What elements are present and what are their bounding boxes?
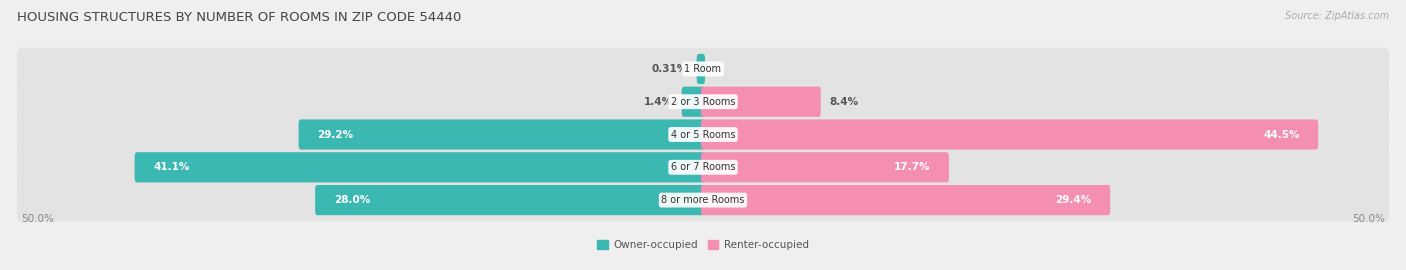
Text: 0.31%: 0.31% — [651, 64, 688, 74]
FancyBboxPatch shape — [315, 185, 704, 215]
FancyBboxPatch shape — [17, 113, 1389, 156]
FancyBboxPatch shape — [702, 185, 1111, 215]
Text: 50.0%: 50.0% — [21, 214, 53, 224]
FancyBboxPatch shape — [702, 152, 949, 182]
Text: 1.4%: 1.4% — [644, 97, 672, 107]
Text: 29.2%: 29.2% — [318, 130, 353, 140]
Text: 1 Room: 1 Room — [685, 64, 721, 74]
Text: 2 or 3 Rooms: 2 or 3 Rooms — [671, 97, 735, 107]
Text: 8.4%: 8.4% — [830, 97, 859, 107]
FancyBboxPatch shape — [702, 119, 1319, 150]
Text: HOUSING STRUCTURES BY NUMBER OF ROOMS IN ZIP CODE 54440: HOUSING STRUCTURES BY NUMBER OF ROOMS IN… — [17, 11, 461, 24]
FancyBboxPatch shape — [135, 152, 704, 182]
FancyBboxPatch shape — [17, 48, 1389, 90]
FancyBboxPatch shape — [17, 179, 1389, 221]
Text: 6 or 7 Rooms: 6 or 7 Rooms — [671, 162, 735, 172]
Text: 44.5%: 44.5% — [1263, 130, 1299, 140]
FancyBboxPatch shape — [17, 146, 1389, 189]
Text: 17.7%: 17.7% — [894, 162, 931, 172]
FancyBboxPatch shape — [702, 87, 821, 117]
Text: 28.0%: 28.0% — [333, 195, 370, 205]
FancyBboxPatch shape — [298, 119, 704, 150]
Text: 4 or 5 Rooms: 4 or 5 Rooms — [671, 130, 735, 140]
Legend: Owner-occupied, Renter-occupied: Owner-occupied, Renter-occupied — [593, 236, 813, 254]
FancyBboxPatch shape — [696, 54, 704, 84]
Text: 50.0%: 50.0% — [1353, 214, 1385, 224]
FancyBboxPatch shape — [17, 80, 1389, 123]
Text: 8 or more Rooms: 8 or more Rooms — [661, 195, 745, 205]
Text: Source: ZipAtlas.com: Source: ZipAtlas.com — [1285, 11, 1389, 21]
Text: 29.4%: 29.4% — [1056, 195, 1091, 205]
Text: 41.1%: 41.1% — [153, 162, 190, 172]
FancyBboxPatch shape — [682, 87, 704, 117]
